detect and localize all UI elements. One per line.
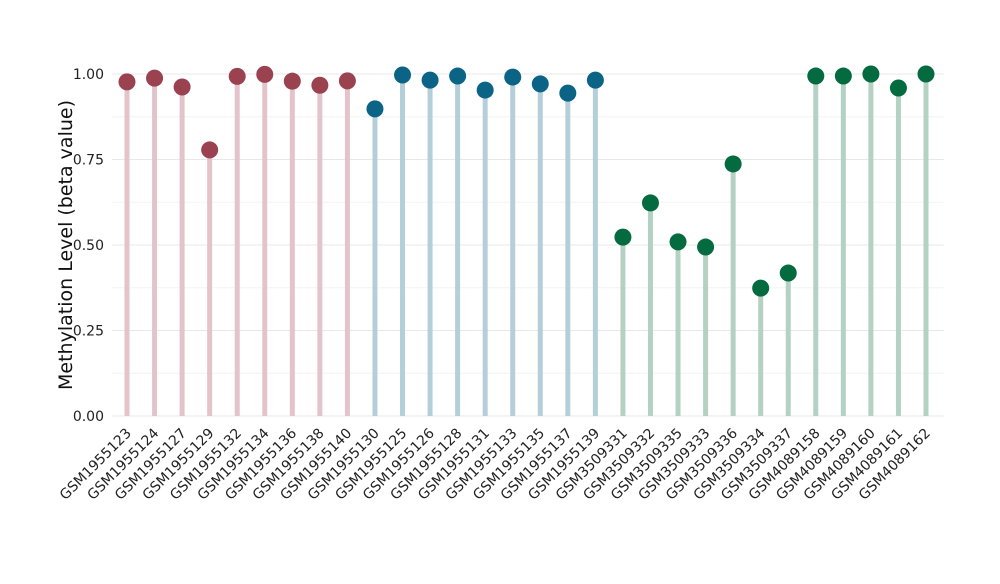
data-point — [201, 141, 219, 159]
grid — [112, 73, 944, 417]
x-axis: GSM1955123GSM1955124GSM1955127GSM1955129… — [57, 425, 934, 503]
data-point — [256, 65, 274, 83]
data-point — [173, 78, 191, 96]
data-point — [476, 81, 494, 99]
y-axis: 0.00 0.25 0.50 0.75 1.00 — [73, 67, 104, 425]
data-point — [421, 71, 439, 89]
data-point — [752, 279, 770, 297]
data-point — [559, 84, 577, 102]
y-tick-label: 0.25 — [73, 324, 104, 340]
data-point — [394, 66, 412, 84]
data-point — [283, 72, 301, 90]
data-point — [228, 67, 246, 85]
data-point — [917, 65, 935, 83]
data-point — [531, 75, 549, 93]
data-point — [338, 72, 356, 90]
data-point — [311, 76, 329, 94]
data-point — [669, 233, 687, 251]
data-point — [146, 69, 164, 87]
data-point — [504, 68, 522, 86]
data-point — [586, 71, 604, 89]
data-point — [807, 67, 825, 85]
data-point — [614, 228, 632, 246]
data-point — [834, 67, 852, 85]
y-tick-label: 1.00 — [73, 67, 104, 83]
y-tick-label: 0.75 — [73, 153, 104, 169]
data-point — [697, 238, 715, 256]
data-point — [862, 65, 880, 83]
data-point — [889, 79, 907, 97]
data-point — [724, 155, 742, 173]
y-tick-label: 0.50 — [73, 238, 104, 254]
data-point — [779, 264, 797, 282]
y-tick-label: 0.00 — [73, 409, 104, 425]
data-point — [118, 73, 136, 91]
y-axis-label: Methylation Level (beta value) — [55, 100, 77, 390]
stems — [124, 74, 929, 416]
data-point — [641, 194, 659, 212]
data-point — [366, 100, 384, 118]
dots — [118, 65, 935, 297]
data-point — [449, 67, 467, 85]
